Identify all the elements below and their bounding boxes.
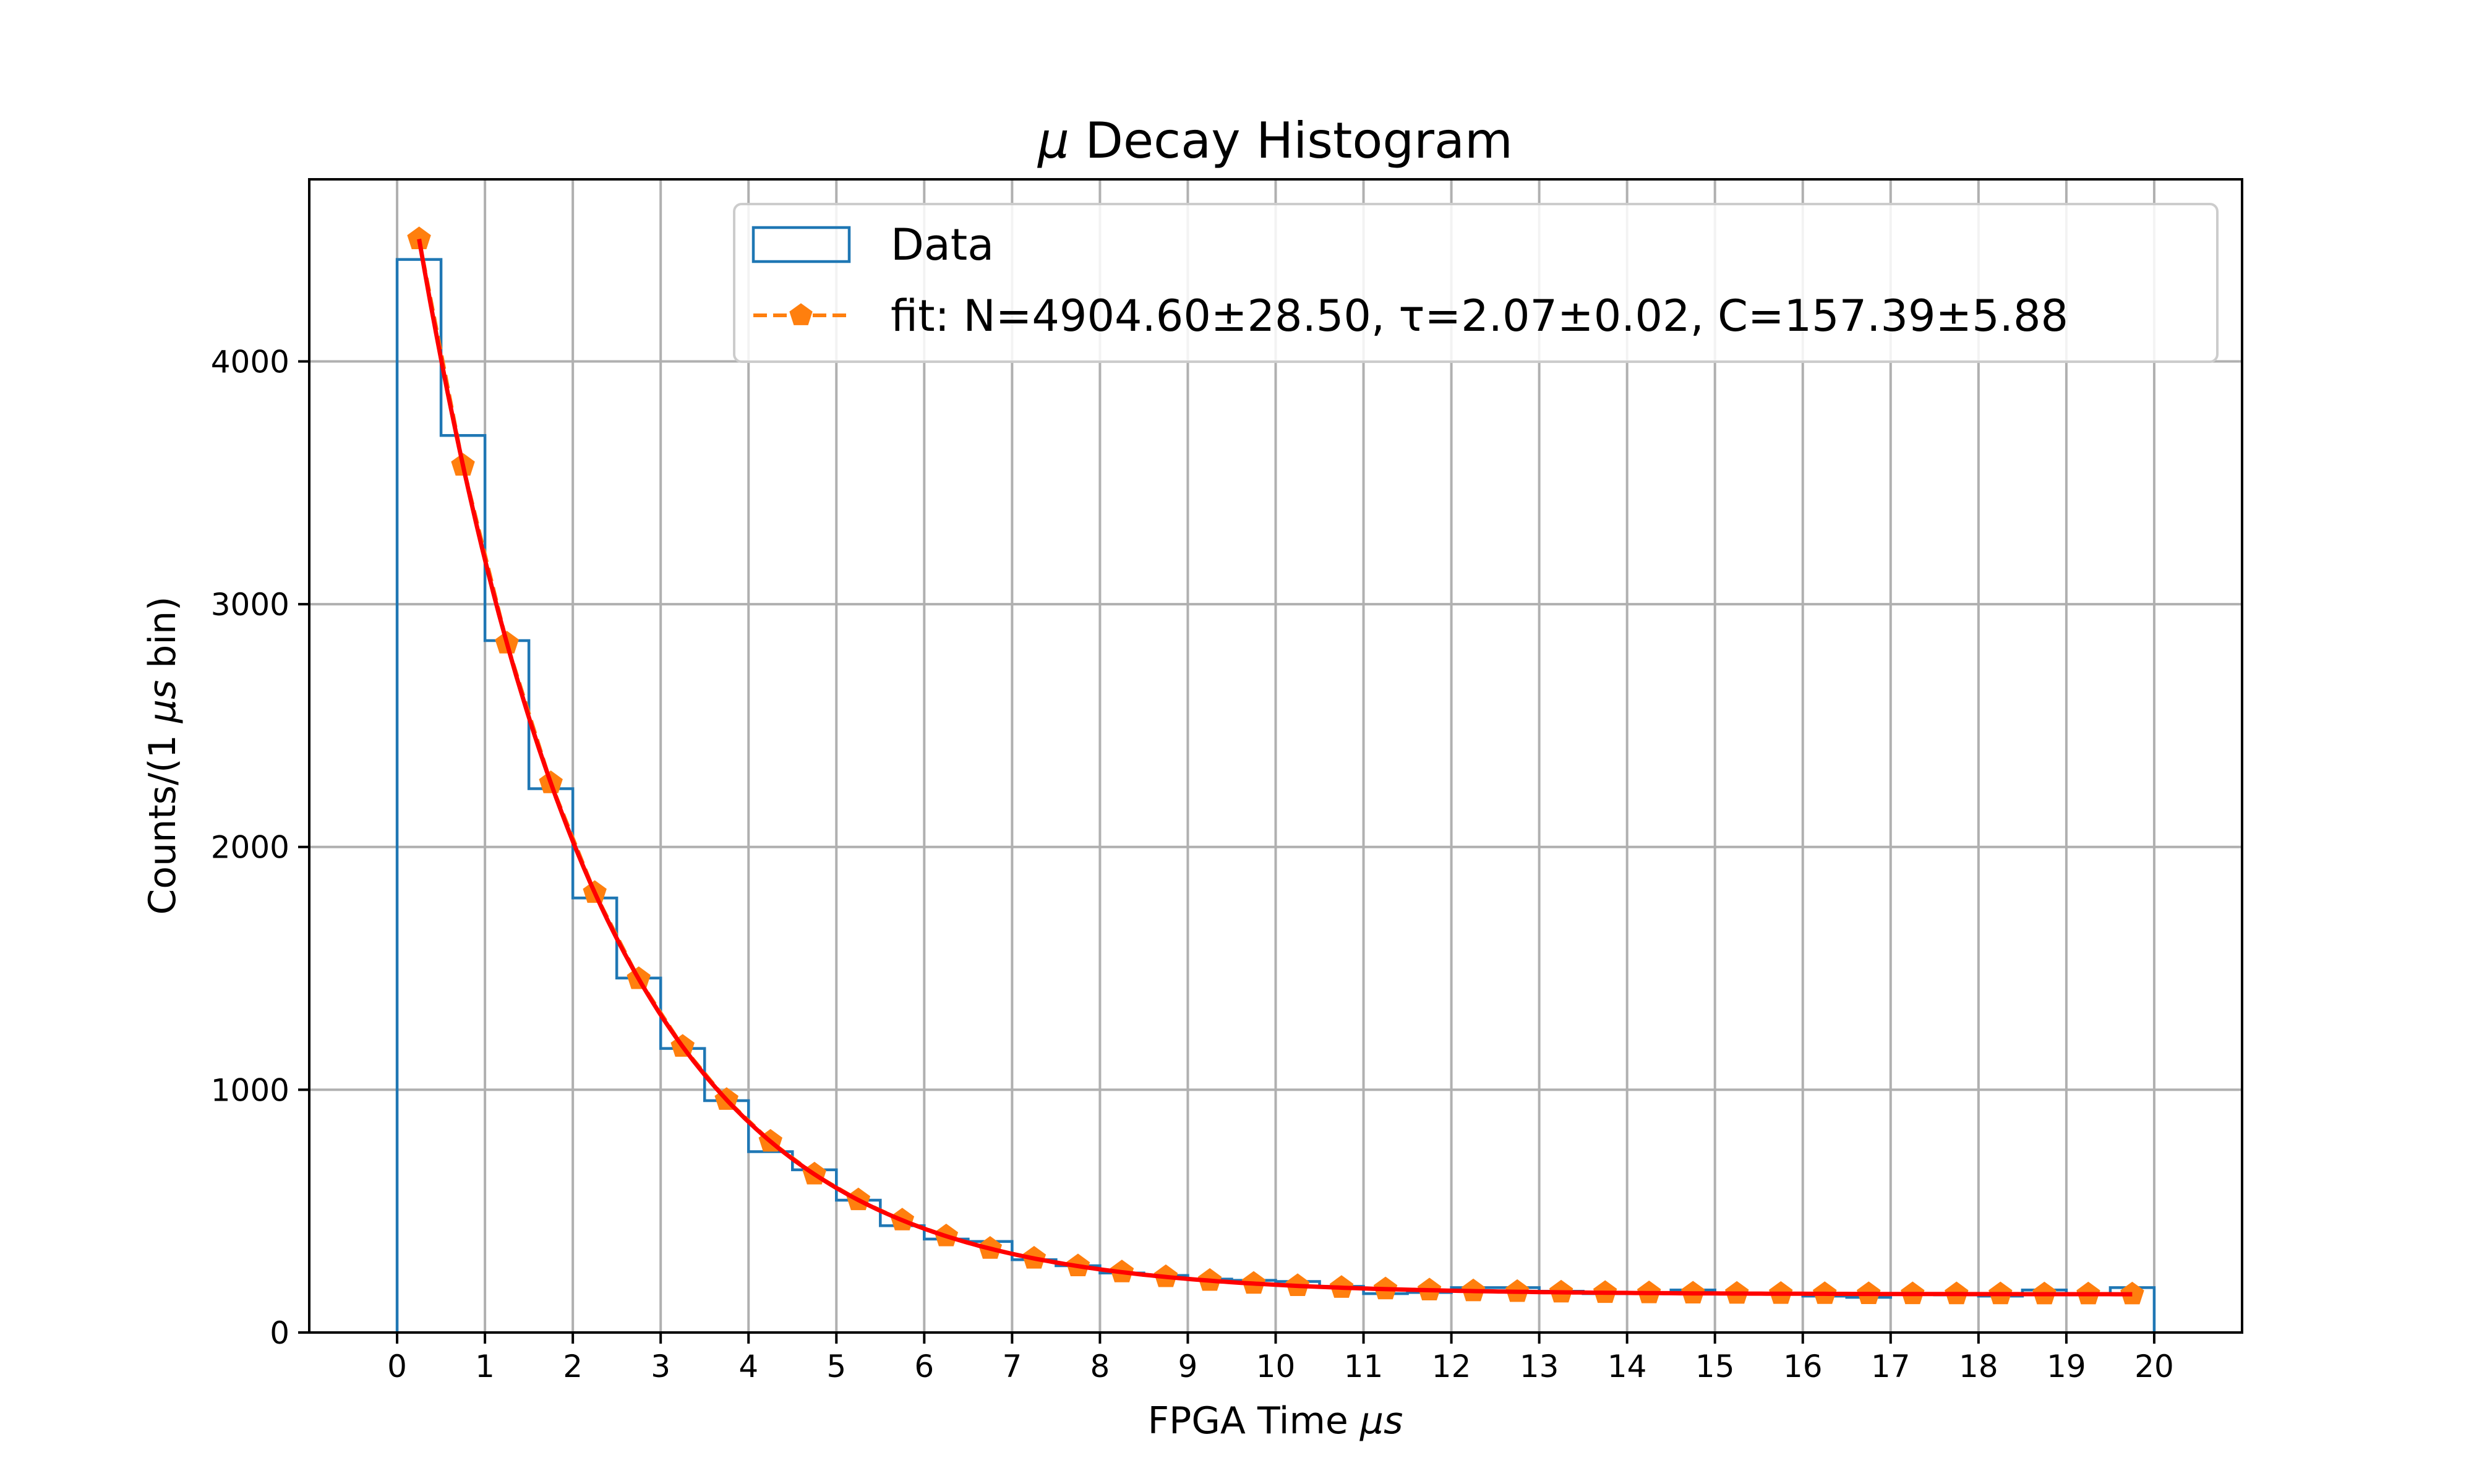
y-axis-label-suffix: bin) (141, 596, 184, 680)
x-tick-label: 11 (1344, 1349, 1384, 1384)
x-tick-label: 15 (1695, 1349, 1735, 1384)
y-tick-label: 3000 (211, 587, 289, 623)
x-axis-label-text: FPGA Time (1148, 1399, 1360, 1443)
smooth-fit-curve (417, 238, 2133, 1297)
smooth-curve-line (417, 238, 2133, 1297)
x-axis-label: FPGA Time μs (1148, 1399, 1403, 1443)
x-tick-label: 14 (1607, 1349, 1647, 1384)
x-tick-label: 1 (475, 1349, 495, 1384)
y-axis-label-text: Counts/(1 (141, 723, 184, 915)
x-axis-ticks: 0 1 2 3 4 5 6 7 8 9 10 11 12 13 14 15 16 17 18 19 20 (387, 1333, 2174, 1384)
chart-title: μ Decay Histogram (1037, 112, 1513, 169)
legend-box (733, 203, 2219, 363)
x-tick-label: 7 (1002, 1349, 1022, 1384)
x-tick-label: 4 (738, 1349, 758, 1384)
x-tick-label: 0 (387, 1349, 407, 1384)
x-tick-label: 2 (563, 1349, 583, 1384)
x-tick-label: 9 (1178, 1349, 1198, 1384)
x-tick-label: 10 (1256, 1349, 1296, 1384)
legend-fit-marker (789, 303, 813, 325)
title-text: Decay Histogram (1085, 112, 1513, 169)
fit-marker (2120, 1281, 2144, 1305)
legend-data-label: Data (891, 220, 994, 270)
x-tick-label: 18 (1959, 1349, 1998, 1384)
y-tick-label: 0 (270, 1315, 289, 1351)
y-axis-ticks: 0 1000 2000 3000 4000 (211, 344, 309, 1351)
x-tick-label: 8 (1090, 1349, 1110, 1384)
y-axis-label-unit: μs (141, 680, 184, 723)
x-tick-label: 16 (1783, 1349, 1823, 1384)
x-tick-label: 5 (826, 1349, 846, 1384)
y-tick-label: 4000 (211, 344, 289, 380)
legend: Data fit: N=4904.60±28.50, τ=2.07±0.02, … (733, 203, 2219, 363)
x-tick-label: 20 (2134, 1349, 2174, 1384)
x-tick-label: 6 (914, 1349, 934, 1384)
x-tick-label: 12 (1432, 1349, 1471, 1384)
x-tick-label: 3 (651, 1349, 670, 1384)
legend-data-swatch (751, 226, 851, 263)
x-axis-label-unit: μs (1359, 1399, 1403, 1443)
y-axis-label: Counts/(1 μs bin) (141, 596, 184, 915)
y-tick-label: 2000 (211, 830, 289, 866)
x-tick-label: 13 (1520, 1349, 1559, 1384)
y-tick-label: 1000 (211, 1072, 289, 1108)
title-symbol: μ (1037, 112, 1069, 169)
x-tick-label: 19 (2047, 1349, 2086, 1384)
legend-fit-label: fit: N=4904.60±28.50, τ=2.07±0.02, C=157… (891, 291, 2068, 341)
x-tick-label: 17 (1871, 1349, 1911, 1384)
